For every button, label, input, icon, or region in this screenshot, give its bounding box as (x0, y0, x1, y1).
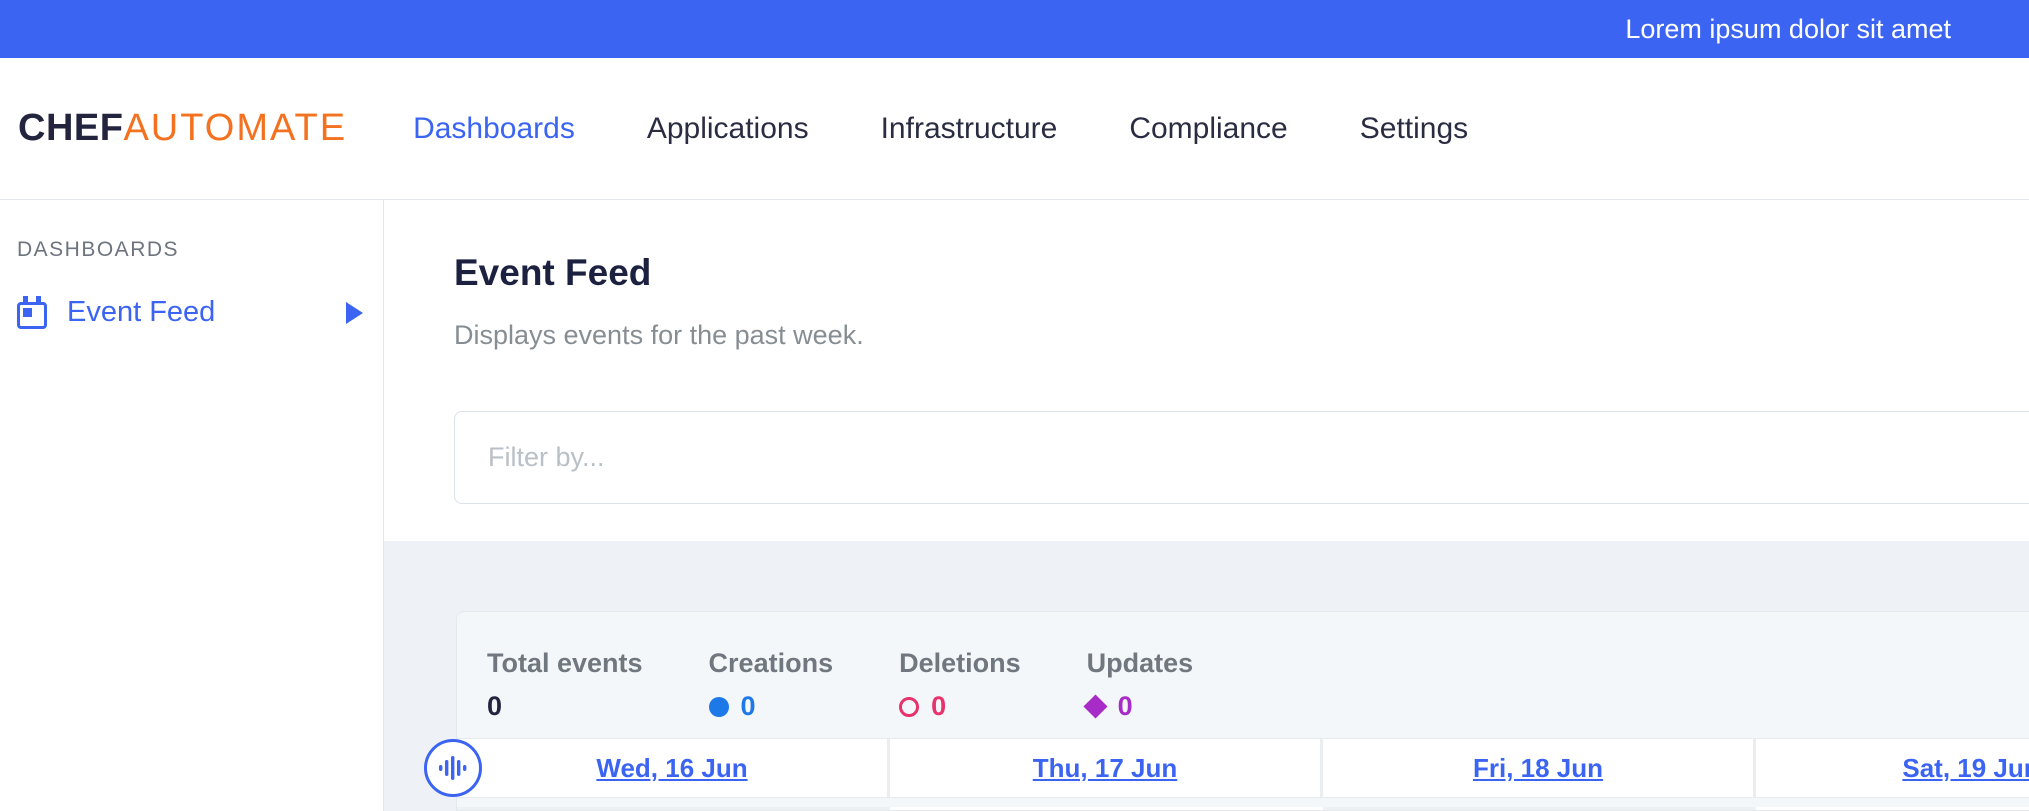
event-feed-card: Total events 0 Creations 0 Deletions (456, 611, 2029, 811)
stat-label: Total events (487, 648, 643, 678)
stat-label: Deletions (899, 648, 1021, 678)
waveform-icon (439, 756, 467, 780)
sidebar-section-label: DASHBOARDS (17, 238, 180, 261)
body-row: DASHBOARDS Event Feed Event Feed Display… (0, 200, 2029, 811)
nav-tab-applications[interactable]: Applications (646, 111, 809, 145)
main-nav: Dashboards Applications Infrastructure C… (413, 112, 1468, 146)
date-cell: Wed, 16 Jun (457, 739, 890, 797)
nav-tab-settings[interactable]: Settings (1359, 111, 1469, 145)
deletions-circle-icon (899, 696, 920, 717)
day-column (890, 807, 1323, 810)
stat-value: 0 (931, 691, 947, 721)
stat-label: Updates (1086, 648, 1194, 678)
date-cell: Thu, 17 Jun (890, 739, 1323, 797)
main-inner: Event Feed Displays events for the past … (384, 252, 2029, 504)
stat-updates: Updates 0 (1083, 648, 1194, 722)
date-link-wed-16-jun[interactable]: Wed, 16 Jun (596, 752, 748, 783)
day-column-stripes (457, 807, 2029, 810)
date-link-thu-17-jun[interactable]: Thu, 17 Jun (1032, 752, 1178, 783)
top-banner: Lorem ipsum dolor sit amet (0, 0, 2029, 58)
stat-value: 0 (740, 691, 756, 721)
updates-diamond-icon (1083, 694, 1108, 719)
stat-value: 0 (1117, 691, 1133, 721)
sidebar-item-event-feed[interactable]: Event Feed (0, 295, 383, 329)
stat-label: Creations (708, 648, 834, 678)
nav-tab-dashboards[interactable]: Dashboards (413, 111, 575, 145)
date-link-fri-18-jun[interactable]: Fri, 18 Jun (1472, 752, 1604, 783)
calendar-icon (17, 295, 47, 329)
sidebar-item-label: Event Feed (67, 296, 216, 328)
date-cell: Fri, 18 Jun (1323, 739, 1756, 797)
event-counts-bar: Total events 0 Creations 0 Deletions (457, 612, 2029, 722)
guitar-strings-toggle-button[interactable] (424, 739, 482, 797)
stat-deletions: Deletions 0 (899, 648, 1021, 722)
banner-message: Lorem ipsum dolor sit amet (1625, 13, 1951, 44)
stat-total-events: Total events 0 (487, 648, 643, 722)
event-feed-panel: Total events 0 Creations 0 Deletions (384, 541, 2029, 811)
sidebar: DASHBOARDS Event Feed (0, 200, 384, 811)
nav-tab-compliance[interactable]: Compliance (1129, 111, 1288, 145)
page-title: Event Feed (454, 252, 652, 293)
filter-input[interactable] (454, 411, 2029, 504)
page-subtitle: Displays events for the past week. (454, 320, 864, 350)
logo-automate-text: AUTOMATE (123, 107, 348, 149)
day-column (457, 807, 890, 810)
date-header-row: Wed, 16 Jun Thu, 17 Jun Fri, 18 Jun Sat,… (457, 738, 2029, 798)
chef-automate-logo[interactable]: CHEFAUTOMATE (18, 107, 347, 150)
date-cell: Sat, 19 Jun (1756, 739, 2029, 797)
creations-circle-icon (708, 696, 729, 717)
nav-tab-infrastructure[interactable]: Infrastructure (880, 111, 1058, 145)
date-link-sat-19-jun[interactable]: Sat, 19 Jun (1902, 752, 2029, 783)
day-column (1756, 807, 2029, 810)
main-content: Event Feed Displays events for the past … (384, 200, 2029, 811)
stat-creations: Creations 0 (708, 648, 834, 722)
chevron-right-icon (346, 301, 363, 324)
stat-value: 0 (487, 691, 503, 721)
day-column (1323, 807, 1756, 810)
app-header: CHEFAUTOMATE Dashboards Applications Inf… (0, 58, 2029, 200)
logo-chef-text: CHEF (18, 107, 124, 149)
